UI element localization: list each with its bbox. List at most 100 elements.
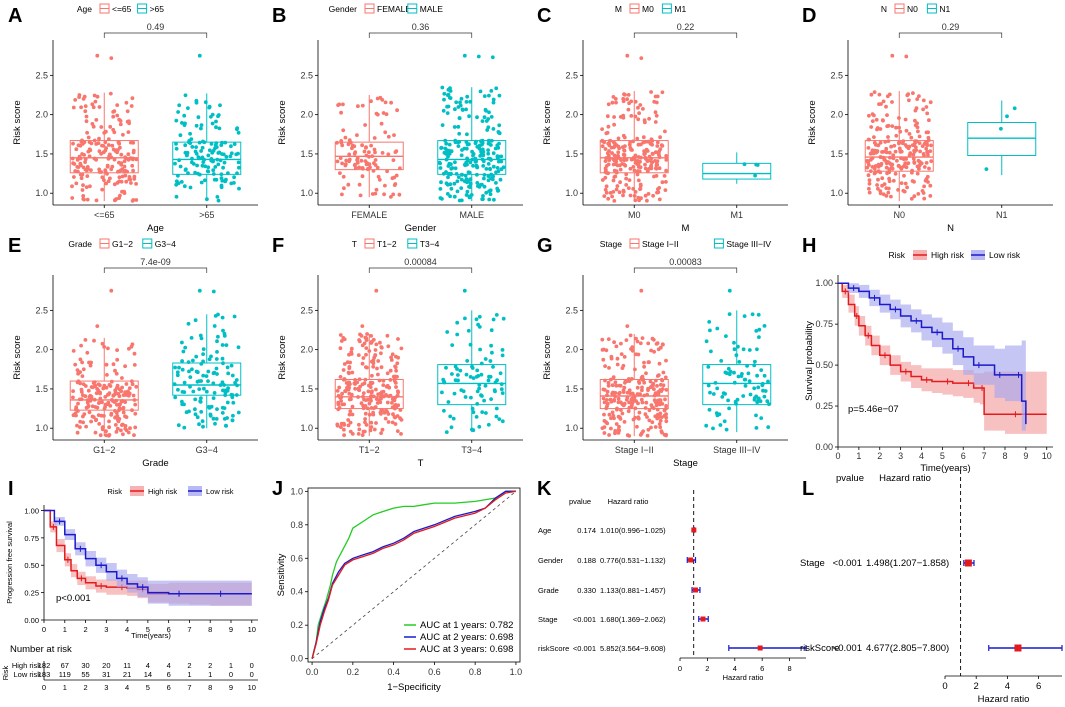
data-point	[337, 385, 342, 390]
data-point	[463, 316, 467, 321]
data-point	[74, 181, 79, 186]
data-point	[605, 393, 609, 398]
data-point	[632, 194, 637, 198]
data-point	[73, 362, 78, 367]
data-point	[623, 92, 627, 97]
data-point	[492, 388, 497, 392]
data-point	[450, 372, 454, 376]
data-point	[221, 165, 226, 170]
data-point	[455, 179, 460, 184]
data-point	[124, 179, 129, 184]
data-point	[78, 156, 83, 161]
data-point	[984, 167, 989, 172]
data-point	[209, 404, 214, 409]
data-point	[872, 140, 877, 145]
x-tick-label: Stage I−II	[615, 445, 654, 455]
data-point	[232, 175, 237, 180]
data-point	[108, 404, 113, 408]
data-point	[102, 345, 107, 349]
data-point	[641, 135, 646, 140]
data-point	[180, 390, 185, 394]
data-point	[494, 170, 498, 175]
data-point	[715, 326, 720, 331]
data-point	[617, 163, 622, 168]
data-point	[652, 398, 657, 403]
data-point	[204, 374, 209, 378]
data-point	[120, 385, 124, 390]
data-point	[83, 160, 87, 165]
jitter-points	[600, 53, 669, 203]
data-point	[78, 143, 83, 148]
data-point	[85, 197, 90, 202]
data-point	[465, 132, 469, 137]
data-point	[114, 398, 119, 403]
data-point	[97, 149, 102, 154]
data-point	[86, 135, 91, 140]
data-point	[609, 377, 613, 382]
data-point	[614, 100, 618, 105]
data-point	[884, 146, 889, 151]
data-point	[618, 180, 622, 185]
data-point	[340, 192, 344, 197]
data-point	[603, 159, 608, 164]
data-point	[97, 400, 102, 405]
data-point	[639, 397, 644, 402]
data-point	[637, 111, 641, 116]
data-point	[399, 432, 403, 436]
data-point	[603, 175, 608, 180]
data-point	[922, 153, 926, 158]
x-tick-label: T3−4	[461, 445, 482, 455]
data-point	[193, 407, 197, 412]
y-tick-label: 0.4	[290, 587, 303, 597]
data-point	[446, 175, 450, 180]
data-point	[367, 412, 372, 417]
data-point	[463, 173, 468, 178]
data-point	[736, 374, 741, 379]
risk-count: 31	[102, 670, 110, 679]
data-point	[444, 157, 449, 162]
data-point	[928, 100, 933, 105]
data-point	[356, 432, 361, 436]
data-point	[907, 98, 911, 103]
data-point	[112, 109, 117, 114]
data-point	[752, 363, 757, 368]
data-point	[201, 139, 205, 144]
data-point	[446, 172, 451, 176]
data-point	[893, 149, 898, 154]
data-point	[491, 365, 495, 369]
data-point	[609, 354, 614, 359]
data-point	[367, 150, 371, 155]
data-point	[111, 393, 116, 398]
y-tick-label: 1.0	[300, 188, 313, 198]
data-point	[364, 153, 369, 158]
data-point	[636, 165, 641, 169]
row-pvalue: 0.174	[577, 526, 596, 535]
data-point	[120, 376, 124, 380]
x-tick-label: 10	[1042, 451, 1052, 461]
data-point	[470, 149, 474, 154]
data-point	[468, 99, 473, 104]
data-point	[906, 92, 911, 96]
data-point	[374, 111, 379, 116]
data-point	[359, 158, 364, 163]
risk-table-title: Number at risk	[10, 644, 72, 655]
data-point	[122, 159, 127, 164]
data-point	[448, 89, 453, 93]
data-point	[917, 134, 922, 139]
data-point	[637, 381, 642, 385]
data-point	[471, 410, 476, 415]
data-point	[471, 376, 476, 380]
data-point	[603, 364, 607, 368]
y-tick-label: 0.6	[290, 553, 303, 563]
data-point	[183, 143, 188, 148]
data-point	[899, 181, 904, 186]
data-point	[494, 86, 499, 91]
data-point	[223, 140, 228, 145]
data-point	[381, 383, 386, 387]
data-point	[234, 393, 239, 397]
data-point	[636, 142, 641, 147]
data-point	[612, 175, 617, 179]
data-point	[491, 97, 496, 102]
data-point	[454, 172, 459, 176]
data-point	[649, 348, 653, 353]
